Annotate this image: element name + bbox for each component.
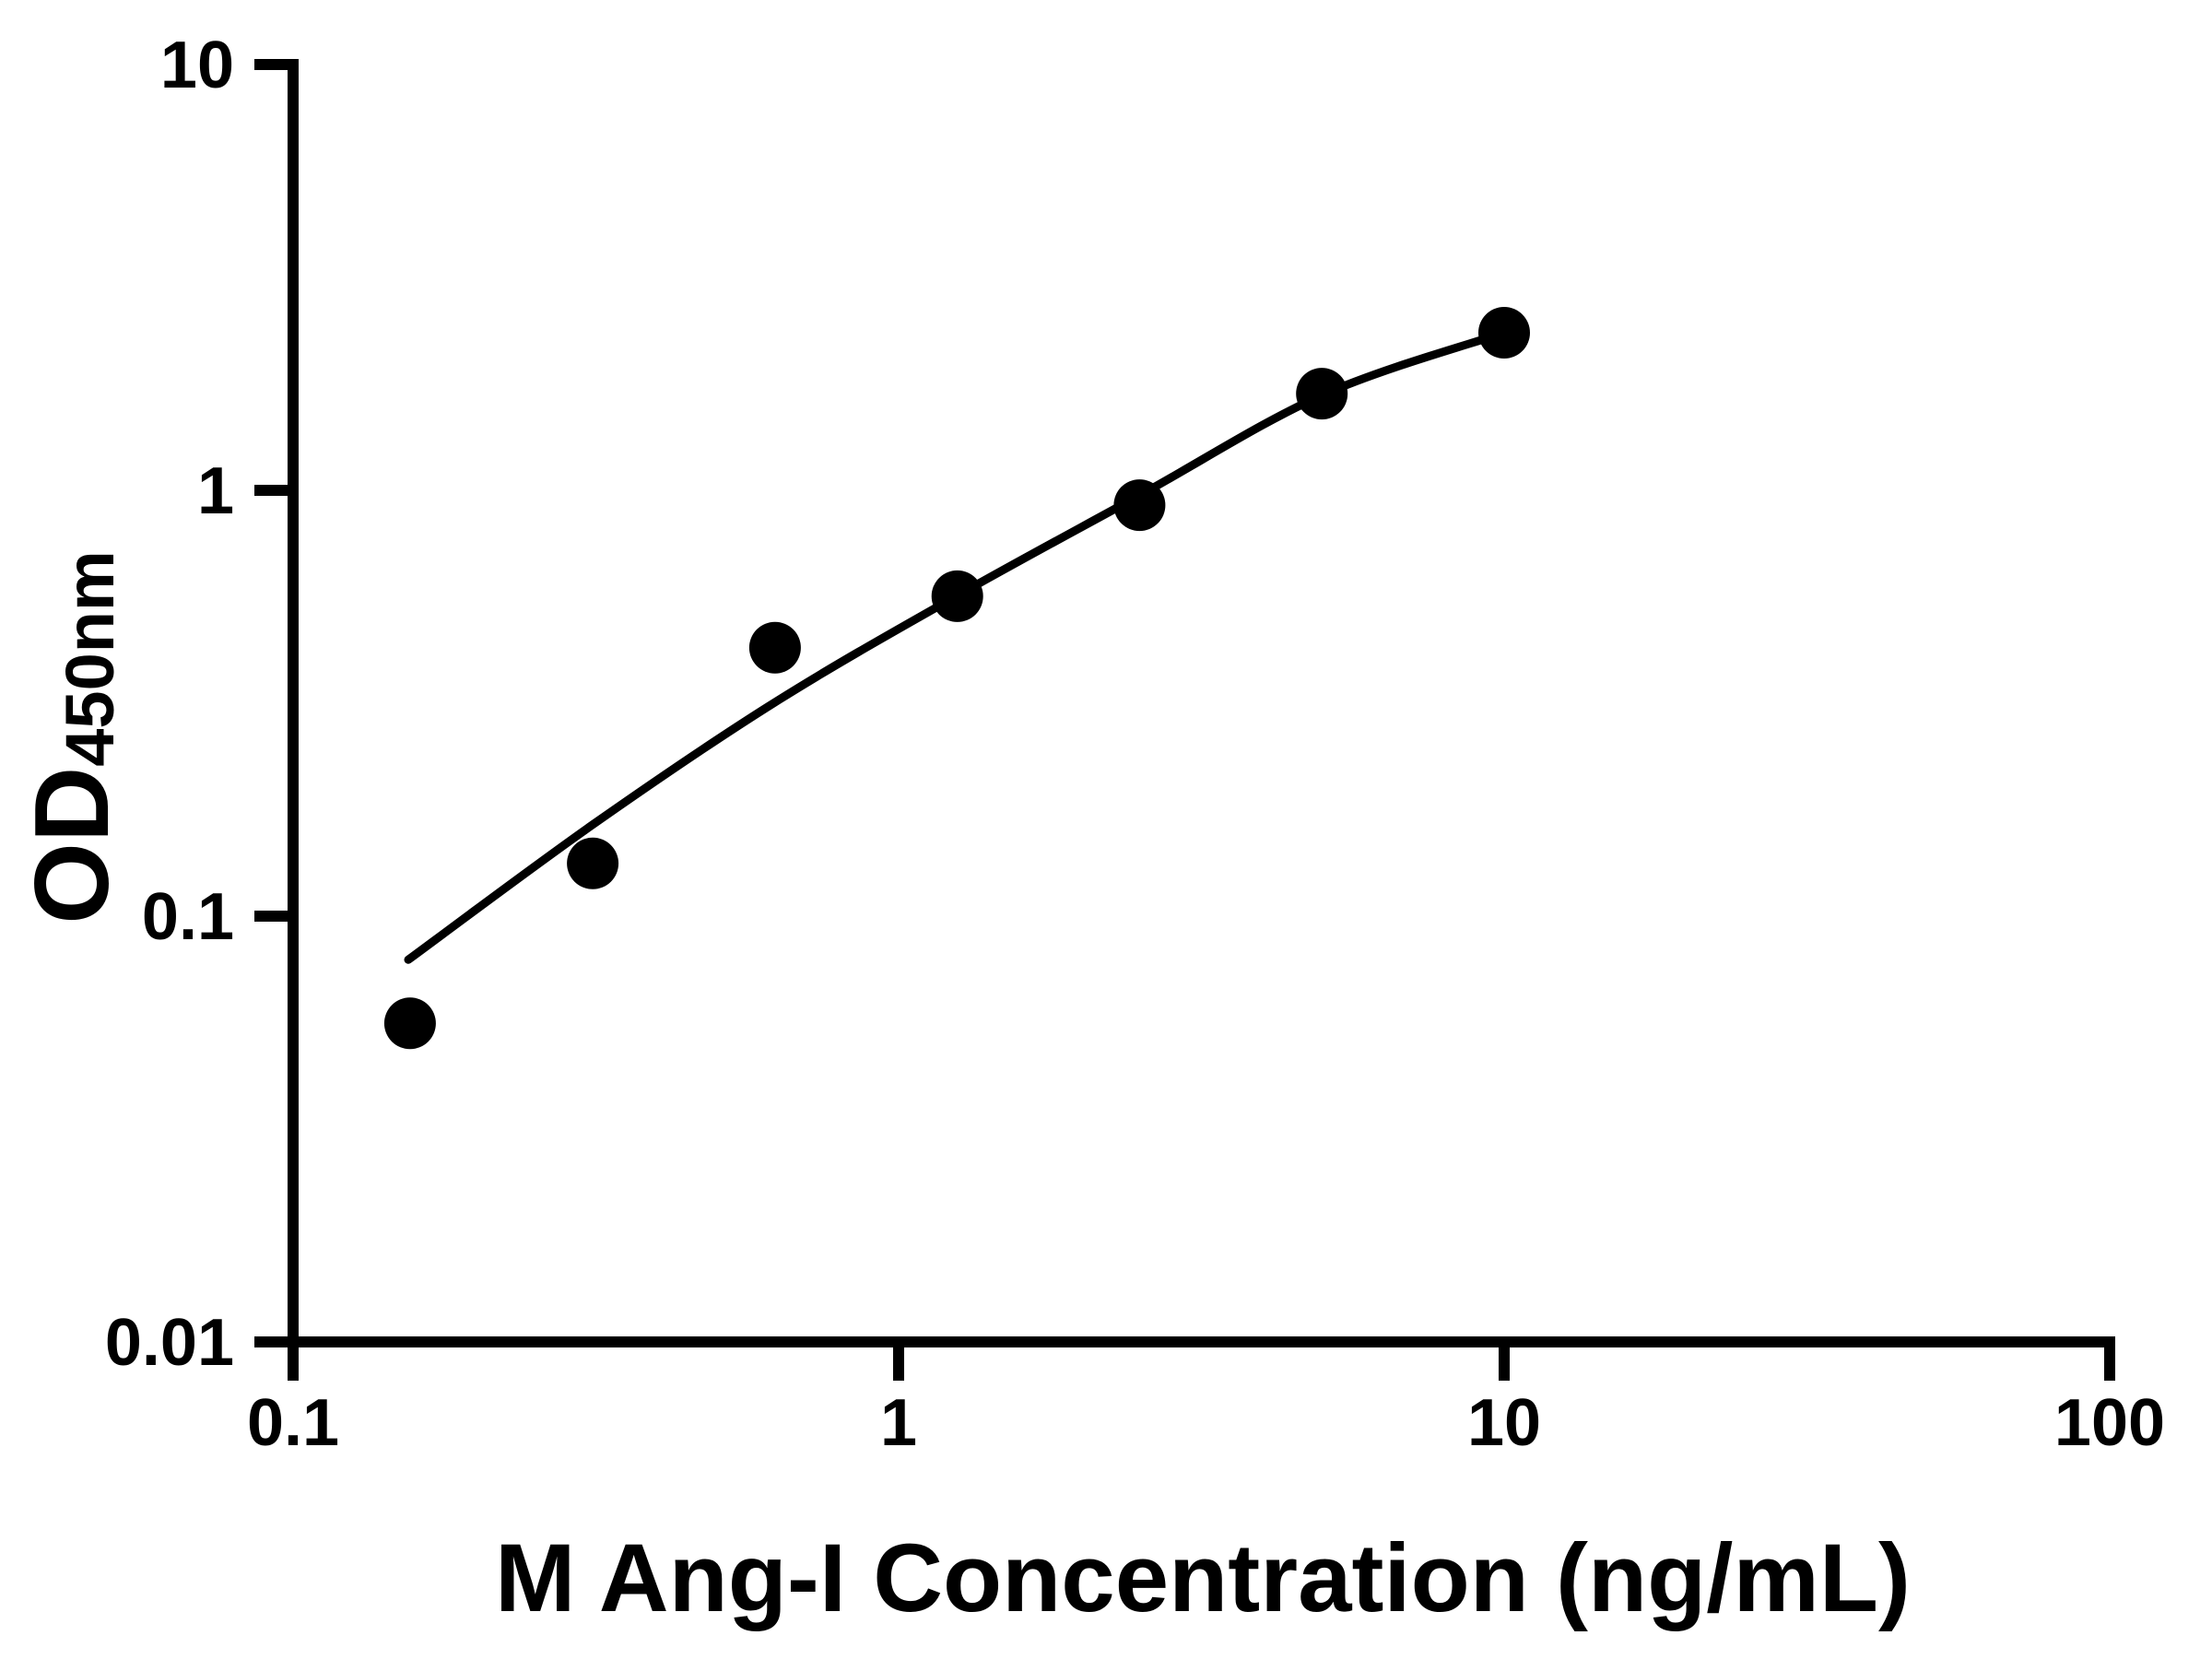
x-tick-label-1: 1 [880, 1386, 917, 1460]
y-axis-title-subscript: 450nm [52, 550, 128, 766]
plot-group [383, 307, 1530, 1050]
x-tick-label-0.1: 0.1 [247, 1386, 339, 1460]
y-tick-label-10: 10 [160, 29, 234, 102]
y-axis-title-main: OD [14, 767, 131, 924]
data-point-5 [1113, 479, 1166, 532]
data-point-6 [1296, 368, 1348, 420]
x-axis-title: M Ang-I Concentration (ng/mL) [495, 1524, 1911, 1632]
axis-frame [288, 59, 2115, 1347]
y-axis-title: OD450nm [14, 550, 131, 924]
data-point-3 [748, 621, 801, 674]
x-tick-label-10: 10 [1467, 1386, 1541, 1460]
data-point-4 [931, 570, 983, 622]
x-tick-label-100: 100 [2054, 1386, 2165, 1460]
y-tick-label-1: 1 [197, 454, 234, 528]
y-tick-label-0.1: 0.1 [142, 880, 234, 954]
data-point-2 [567, 837, 619, 889]
axes-group [288, 59, 2115, 1347]
data-point-1 [383, 997, 436, 1050]
data-point-7 [1478, 307, 1530, 359]
y-tick-label-0.01: 0.01 [105, 1306, 234, 1380]
